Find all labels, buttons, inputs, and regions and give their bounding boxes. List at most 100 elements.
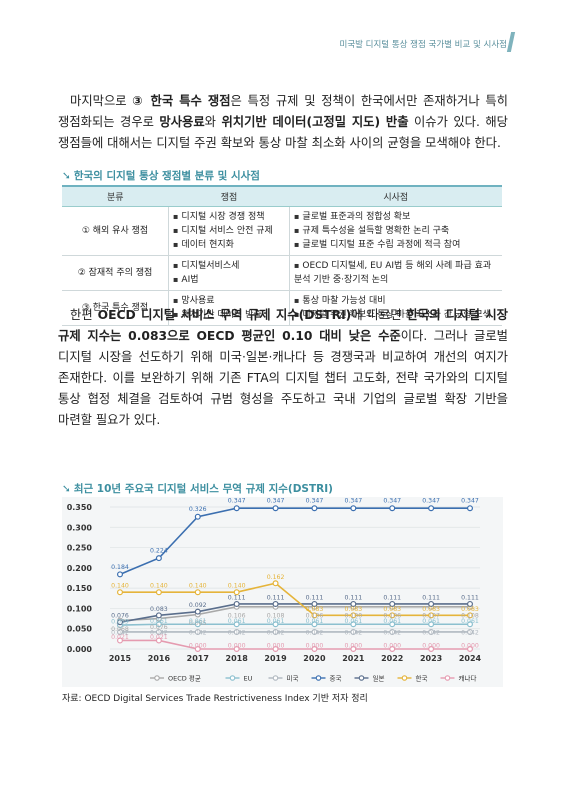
arrow-icon: ➘ <box>62 170 71 182</box>
header-accent-bar <box>506 32 516 52</box>
y-tick-label: 0.050 <box>67 625 93 634</box>
legend-label: EU <box>244 675 253 683</box>
data-label: 0.347 <box>228 498 246 505</box>
data-point <box>194 608 201 615</box>
text-run: 마지막으로 <box>70 94 133 108</box>
series-line <box>119 606 470 622</box>
data-label: 0.083 <box>344 606 362 613</box>
y-tick-label: 0.200 <box>67 564 93 573</box>
data-label: 0.042 <box>189 629 207 636</box>
data-label: 0.111 <box>306 594 324 601</box>
table-row: ① 해외 유사 쟁점 디지털 시장 경쟁 정책 디지털 서비스 안전 규제 데이… <box>62 206 502 256</box>
data-label: 0.042 <box>461 629 479 636</box>
data-point <box>155 612 162 619</box>
data-label: 0.042 <box>150 629 168 636</box>
data-label: 0.092 <box>189 602 207 609</box>
data-label: 0.000 <box>344 643 362 650</box>
data-label: 0.000 <box>189 643 207 650</box>
y-tick-label: 0.350 <box>67 503 93 512</box>
text-run: 에 따르면 <box>351 308 407 322</box>
data-point <box>389 600 396 607</box>
list-item: 디지털 주권 확보와 통상 마찰 최소화 간 균형 모색 <box>294 308 498 322</box>
category-cell: ① 해외 유사 쟁점 <box>62 206 169 256</box>
data-point <box>428 628 435 635</box>
legend-label: 캐나다 <box>459 674 477 683</box>
data-point <box>311 621 318 628</box>
data-label: 0.108 <box>267 612 285 619</box>
data-point <box>311 505 318 512</box>
arrow-icon: ➘ <box>62 483 71 495</box>
data-point <box>428 600 435 607</box>
series-line <box>119 507 470 576</box>
text-run: 이다. 그러나 글로벌 디지털 시장을 선도하기 위해 미국·일본·캐나다 등 … <box>58 329 508 427</box>
data-label: 0.083 <box>422 606 440 613</box>
data-point <box>155 637 162 644</box>
x-tick-label: 2019 <box>264 654 287 663</box>
implications-cell: OECD 디지털세, EU AI법 등 해외 사례 파급 효과 분석 기반 중·… <box>289 255 502 291</box>
x-tick-label: 2022 <box>381 654 403 663</box>
source-note: 자료: OECD Digital Services Trade Restrict… <box>62 694 368 704</box>
data-point <box>467 621 474 628</box>
data-point <box>389 621 396 628</box>
data-label: 0.061 <box>461 618 479 625</box>
data-label: 0.106 <box>383 612 401 619</box>
series-line <box>120 639 470 650</box>
data-label: 0.347 <box>306 498 324 505</box>
data-label: 0.140 <box>189 583 207 590</box>
data-label: 0.347 <box>422 498 440 505</box>
classification-table: 분류 쟁점 시사점 ① 해외 유사 쟁점 디지털 시장 경쟁 정책 디지털 서비… <box>62 185 502 326</box>
data-label: 0.021 <box>150 634 168 641</box>
data-point <box>350 600 357 607</box>
data-point <box>311 612 318 619</box>
data-label: 0.061 <box>306 618 324 625</box>
x-tick-label: 2017 <box>187 654 209 663</box>
table-title-text: 한국의 디지털 통상 쟁점별 분류 및 시사점 <box>73 170 260 182</box>
legend-label: 중국 <box>330 675 342 683</box>
data-label: 0.106 <box>228 612 246 619</box>
data-point <box>194 646 201 653</box>
legend-label: 일본 <box>373 674 385 683</box>
data-point <box>194 589 201 596</box>
paragraph-korea-specific-issues: 마지막으로 ③ 한국 특수 쟁점은 특정 규제 및 정책이 한국에서만 존재하거… <box>58 91 508 154</box>
data-point <box>233 628 240 635</box>
text-run: 이슈가 있다. 해당 쟁점들에 대해서는 디지털 주권 확보와 통상 마찰 최소… <box>58 115 508 150</box>
data-point <box>350 621 357 628</box>
data-label: 0.042 <box>383 629 401 636</box>
data-label: 0.326 <box>189 506 207 513</box>
data-label: 0.347 <box>267 498 285 505</box>
data-point <box>233 600 240 607</box>
data-point <box>116 628 123 635</box>
series-line <box>119 603 470 624</box>
data-point <box>428 505 435 512</box>
column-header: 시사점 <box>289 185 502 207</box>
issues-cell: 망사용료 위치기반 데이터 반출 <box>168 290 290 326</box>
data-label: 0.140 <box>228 583 246 590</box>
data-label: 0.042 <box>267 629 285 636</box>
legend-marker <box>358 675 365 681</box>
data-point <box>155 589 162 596</box>
column-header: 쟁점 <box>168 185 290 207</box>
data-point <box>272 621 279 628</box>
data-point <box>233 646 240 653</box>
data-point <box>116 637 123 644</box>
category-cell: ③ 한국 특수 쟁점 <box>62 290 169 326</box>
data-point <box>311 628 318 635</box>
data-label: 0.107 <box>422 612 440 619</box>
data-label: 0.184 <box>111 564 129 571</box>
legend-marker <box>315 675 322 681</box>
data-point <box>155 628 162 635</box>
legend-marker <box>154 675 160 681</box>
data-point <box>194 513 201 520</box>
data-point <box>467 628 474 635</box>
data-label: 0.083 <box>461 606 479 613</box>
text-run: 와 <box>204 115 222 129</box>
data-point <box>116 619 123 626</box>
data-label: 0.042 <box>306 629 324 636</box>
y-tick-label: 0.300 <box>67 523 93 532</box>
list-item: 데이터 현지화 <box>173 238 285 252</box>
data-label: 0.083 <box>383 606 401 613</box>
data-label: 0.061 <box>383 618 401 625</box>
data-label: 0.000 <box>306 643 324 650</box>
data-label: 0.111 <box>461 594 479 601</box>
x-tick-label: 2020 <box>303 654 326 663</box>
